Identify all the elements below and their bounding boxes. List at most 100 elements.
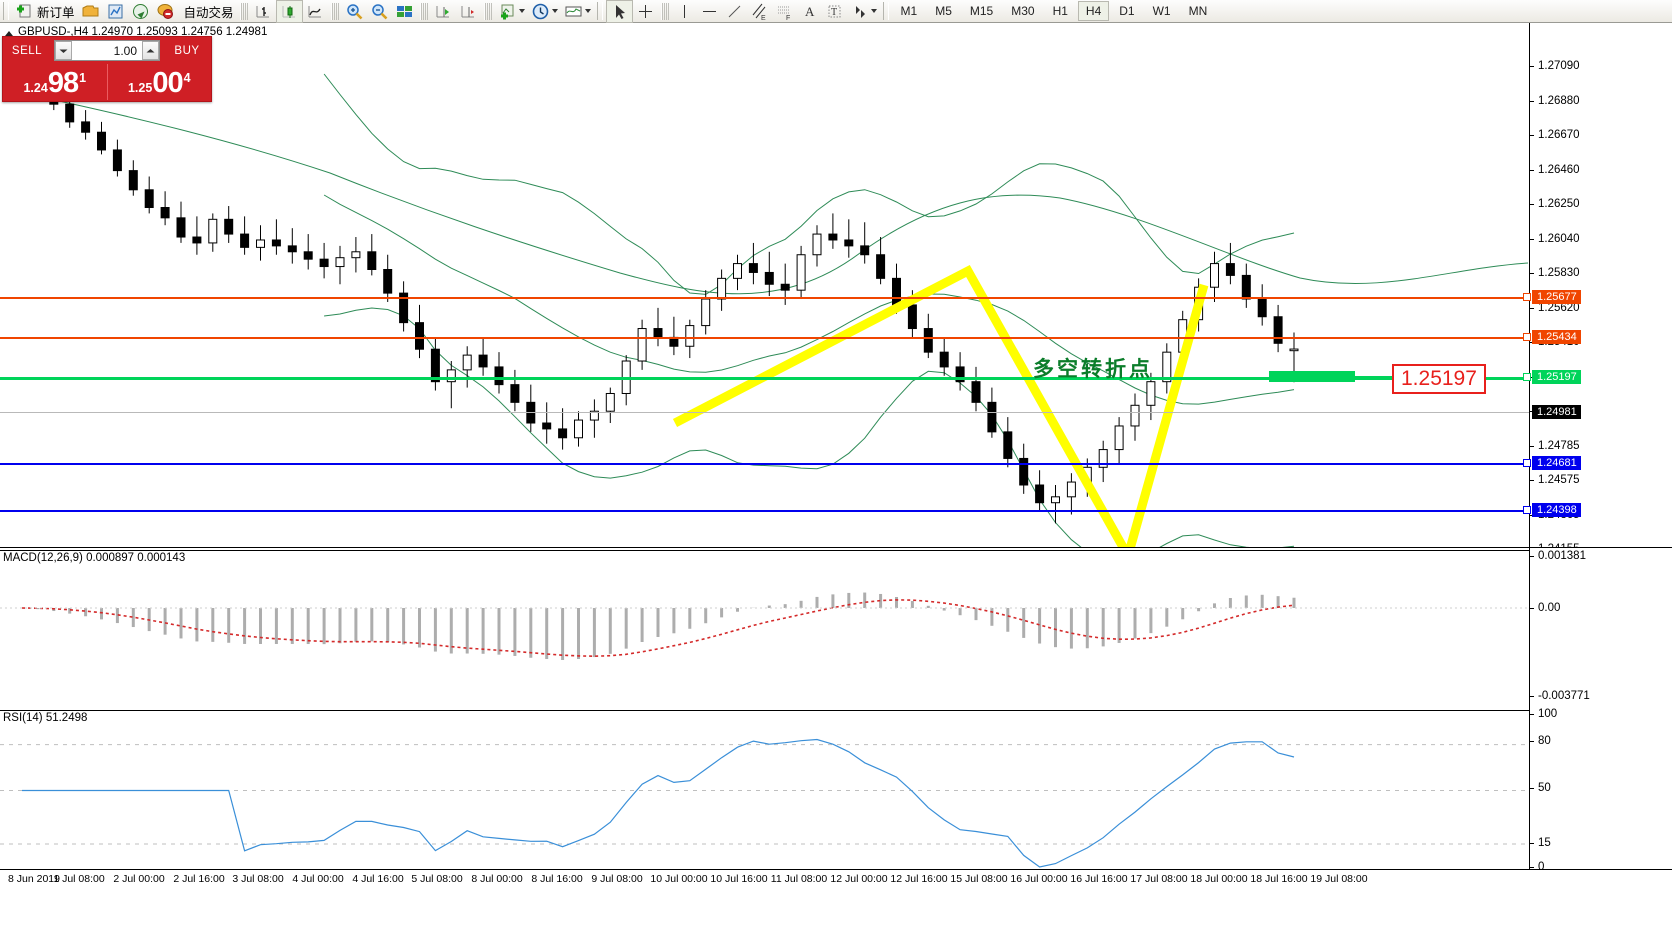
time-axis[interactable]: 8 Jun 2019 1 Jul 08:00 2 Jul 00:00 2 Jul 16… [0,870,1672,892]
price-tick [1530,170,1534,171]
price-level-line-support[interactable] [0,510,1529,512]
zoom-in-button[interactable] [342,1,367,22]
one-click-trading-panel[interactable]: SELL 1.00 BUY 1.24 98 [2,36,212,102]
timeframe-m5[interactable]: M5 [935,4,952,18]
zoom-out-icon [370,2,389,21]
volume-decrease-button[interactable] [55,41,72,60]
zoom-in-icon [345,2,364,21]
tile-windows-button[interactable] [392,1,417,22]
chart-shift-button[interactable] [431,1,456,22]
buy-price-display[interactable]: 1.25 00 4 [108,64,212,100]
toolbar-gripper-3[interactable] [882,2,889,20]
chevron-down-icon-4[interactable] [870,9,877,13]
horizontal-line-button[interactable] [697,1,722,22]
volume-increase-button[interactable] [142,41,159,60]
crosshair-button[interactable] [633,1,658,22]
line-chart-button[interactable] [303,1,328,22]
trendline-button[interactable] [722,1,747,22]
price-level-handle[interactable] [1523,293,1531,301]
time-tick-label: 2 Jul 00:00 [113,873,165,885]
add-indicator-button[interactable] [495,1,528,22]
rsi-tick [1530,867,1534,868]
rsi-axis[interactable]: 100 80 50 15 0 [1529,708,1672,873]
auto-scroll-button[interactable] [456,1,481,22]
macd-pane[interactable]: MACD(12,26,9) 0.000897 0.000143 0.001381… [0,547,1672,710]
price-tick [1530,480,1534,481]
toolbar-gripper[interactable] [3,2,9,20]
macd-plot [0,592,1529,660]
navigator-button[interactable] [128,1,153,22]
volume-stepper[interactable]: 1.00 [54,40,160,61]
add-indicator-icon [498,2,517,21]
rsi-tick [1530,843,1534,844]
chevron-down-icon-3[interactable] [584,9,591,13]
timeframe-m1[interactable]: M1 [900,4,918,18]
fibonacci-icon: F [775,2,794,22]
text-button[interactable]: A [797,1,822,22]
rsi-pane[interactable]: RSI(14) 51.2498 100 80 50 15 0 [0,708,1672,873]
rsi-tick [1530,741,1534,742]
sell-price-point: 1 [79,71,87,85]
templates-button[interactable] [561,1,594,22]
price-level-line-target[interactable] [0,377,1529,380]
buy-button[interactable]: BUY [174,44,200,57]
period-button[interactable] [528,1,561,22]
terminal-button[interactable] [153,1,178,22]
market-watch-button[interactable] [103,1,128,22]
price-tick-label: 1.26250 [1538,198,1580,210]
price-plot [17,48,1529,547]
price-level-handle[interactable] [1523,506,1531,514]
sell-price-display[interactable]: 1.24 98 1 [3,64,108,100]
macd-axis[interactable]: 0.001381 0.00 -0.003771 [1529,548,1672,709]
timeframe-mn[interactable]: MN [1188,4,1208,18]
toolbar-separator-3 [419,2,428,20]
target-zone-marker[interactable] [1269,371,1355,382]
arrows-button[interactable] [847,1,880,22]
timeframe-d1[interactable]: D1 [1119,4,1135,18]
timeframe-w1[interactable]: W1 [1152,4,1171,18]
chart-area[interactable]: GBPUSD-,H4 1.24970 1.25093 1.24756 1.249… [0,23,1672,944]
fibonacci-button[interactable]: F [772,1,797,22]
price-level-chip-resistance: 1.25434 [1532,330,1581,344]
profiles-button[interactable] [78,1,103,22]
folder-icon [81,2,100,21]
volume-input[interactable]: 1.00 [113,43,137,58]
bar-chart-button[interactable] [251,1,276,22]
sell-price-main: 98 [47,67,79,99]
cursor-button[interactable] [605,0,633,23]
timeframe-h1[interactable]: H1 [1052,4,1068,18]
new-order-button[interactable]: 新订单 [12,1,78,22]
equidistant-channel-button[interactable]: E [747,1,772,22]
timeframe-m30[interactable]: M30 [1011,4,1035,18]
chevron-down-icon-2[interactable] [551,9,558,13]
collapse-icon[interactable] [5,31,13,36]
price-level-handle[interactable] [1523,373,1531,381]
time-tick-label: 8 Jul 00:00 [471,873,523,885]
price-tick-label: 1.27090 [1538,60,1580,72]
price-level-line-support[interactable] [0,463,1529,465]
chevron-down-icon[interactable] [518,9,525,13]
vertical-line-button[interactable] [672,1,697,22]
toolbar-separator-5 [660,2,669,20]
price-level-handle[interactable] [1523,333,1531,341]
candlestick-chart-button[interactable] [275,0,303,23]
price-tick [1530,101,1534,102]
timeframe-m15[interactable]: M15 [969,4,994,18]
time-tick-label: 10 Jul 00:00 [650,873,708,885]
timeframe-h4[interactable]: H4 [1077,1,1110,21]
toolbar-gripper-2[interactable] [596,2,603,20]
sell-button[interactable]: SELL [11,44,43,57]
rsi-tick [1530,714,1534,715]
price-pane[interactable]: GBPUSD-,H4 1.24970 1.25093 1.24756 1.249… [0,23,1672,625]
equidistant-channel-icon: E [750,2,769,22]
price-level-line-resistance[interactable] [0,337,1529,339]
time-tick-label: 8 Jun 2019 [8,873,60,885]
zoom-out-button[interactable] [367,1,392,22]
text-label-button[interactable]: T [822,1,847,22]
autotrading-button[interactable]: 自动交易 [178,1,237,22]
price-level-handle[interactable] [1523,459,1531,467]
price-tick [1530,204,1534,205]
line-chart-icon [306,2,325,21]
price-level-line-resistance[interactable] [0,297,1529,299]
svg-text:F: F [786,15,790,21]
